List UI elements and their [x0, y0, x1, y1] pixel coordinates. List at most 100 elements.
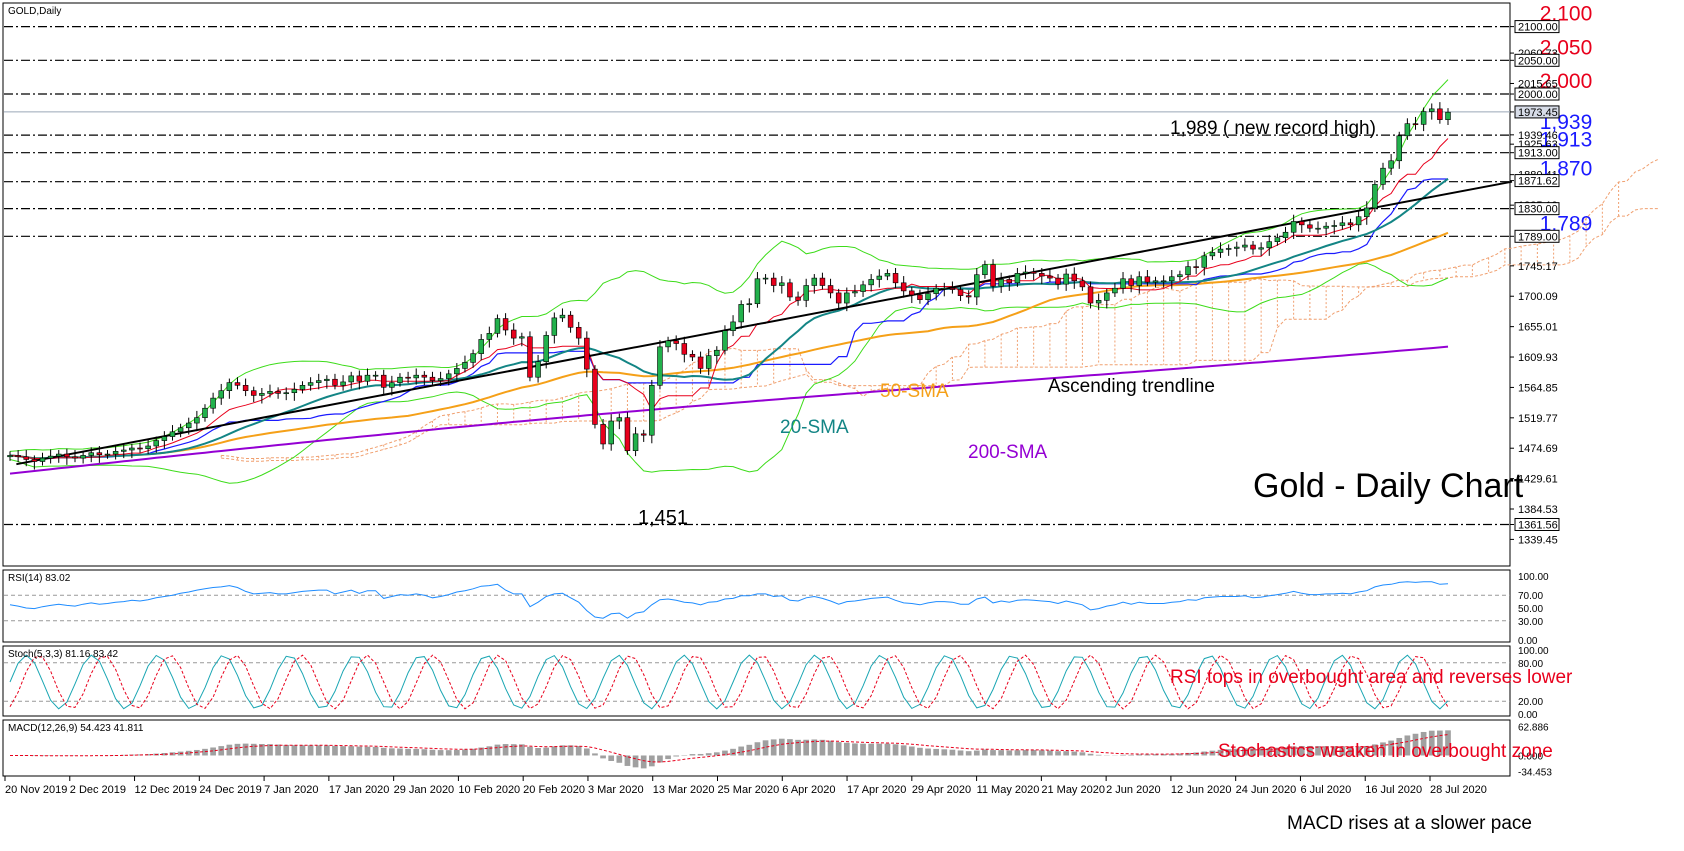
candle-body: [1282, 231, 1289, 238]
candle-body: [1388, 160, 1394, 169]
price-box: [1514, 146, 1560, 160]
macd-label: MACD(12,26,9) 54.423 41.811: [8, 723, 144, 734]
candle-body: [884, 273, 891, 277]
candle-body: [584, 337, 590, 370]
candle-body: [494, 318, 501, 334]
stoch-tick-label: 0.00: [1518, 710, 1538, 721]
price-tick-label: 2100.00: [1518, 22, 1558, 34]
candle-body: [1160, 280, 1167, 283]
candle-body: [746, 303, 753, 306]
candle-body: [844, 292, 850, 304]
candle-body: [933, 287, 939, 294]
candle-body: [1234, 246, 1240, 249]
candle-body: [1274, 237, 1281, 242]
candle-body: [1437, 108, 1443, 120]
candle-body: [1396, 135, 1402, 162]
chart-title: Gold - Daily Chart: [1253, 467, 1524, 505]
price-box: [1514, 229, 1560, 243]
candle-body: [1412, 123, 1419, 125]
candle-body: [234, 382, 241, 386]
sma20-annotation: 20-SMA: [780, 417, 849, 438]
sma50-annotation: 50-SMA: [880, 381, 949, 402]
candle-body: [1120, 278, 1126, 289]
candle-body: [502, 318, 509, 331]
time-tick-label: 2 Jun 2020: [1106, 784, 1160, 796]
candle-body: [673, 340, 679, 344]
candle-body: [510, 329, 517, 339]
price-box: [1514, 105, 1560, 119]
candle-body: [454, 368, 460, 375]
senkou-span-b: [221, 208, 1660, 462]
candle-body: [421, 374, 428, 378]
time-tick-label: 24 Jun 2020: [1236, 784, 1297, 796]
time-tick-label: 12 Dec 2019: [135, 784, 197, 796]
candle-body: [1201, 255, 1208, 268]
macd-signal-line: [10, 734, 1449, 763]
candle-body: [356, 375, 363, 382]
candle-body: [860, 284, 866, 292]
candle-body: [96, 452, 103, 456]
candle-body: [121, 449, 127, 452]
candle-body: [1372, 184, 1378, 209]
candle-body: [1177, 274, 1183, 278]
candle-body: [1355, 216, 1362, 226]
candle-body: [1209, 252, 1216, 257]
candle-body: [965, 295, 972, 298]
price-tick-label: 1361.56: [1518, 519, 1558, 531]
candle-body: [332, 378, 338, 386]
candle-body: [640, 433, 647, 436]
candle-body: [226, 382, 233, 391]
candle-body: [64, 453, 70, 458]
price-tick-label: 1384.53: [1518, 504, 1558, 516]
time-tick-label: 24 Dec 2019: [199, 784, 261, 796]
level-label: 1,913: [1540, 129, 1593, 152]
candle-body: [738, 304, 744, 323]
record-high-annotation: 1,989 ( new record high): [1170, 118, 1376, 139]
candle-body: [15, 455, 21, 458]
candle-body: [827, 285, 834, 294]
time-tick-label: 29 Jan 2020: [394, 784, 455, 796]
candle-body: [998, 279, 1004, 287]
trendline-annotation: Ascending trendline: [1048, 376, 1215, 397]
candle-body: [649, 385, 655, 436]
rsi-tick-label: 0.00: [1518, 636, 1538, 647]
price-tick-label: 2000.00: [1518, 89, 1558, 101]
candle-body: [31, 459, 38, 462]
price-tick-label: 2050.00: [1518, 55, 1558, 67]
candle-body: [1022, 271, 1029, 274]
candle-body: [665, 340, 671, 348]
candle-body: [852, 291, 858, 294]
candle-body: [575, 327, 582, 339]
candlesticks: [7, 102, 1451, 470]
time-tick-label: 21 May 2020: [1041, 784, 1105, 796]
price-tick-label: 2015.65: [1518, 78, 1558, 90]
candle-body: [259, 393, 265, 396]
candle-body: [397, 376, 403, 383]
candle-body: [72, 456, 78, 459]
price-axis: 2100.002060.732050.002015.652000.001973.…: [1510, 20, 1560, 546]
candle-body: [1258, 247, 1264, 250]
price-tick-label: 1871.62: [1518, 176, 1558, 188]
candle-body: [1347, 222, 1354, 226]
candle-body: [754, 278, 761, 305]
rsi-tick-label: 70.00: [1518, 591, 1543, 602]
candle-body: [1014, 273, 1021, 284]
bollinger-lower: [9, 262, 1449, 484]
candle-body: [1144, 276, 1151, 283]
candle-body: [600, 424, 606, 445]
candle-body: [1242, 244, 1248, 248]
price-tick-label: 1429.61: [1518, 474, 1558, 486]
rsi-label: RSI(14) 83.02: [8, 573, 71, 584]
rsi-tick-label: 50.00: [1518, 604, 1543, 615]
candle-body: [535, 361, 541, 378]
rsi-tick-label: 100.00: [1518, 572, 1549, 583]
candle-body: [250, 390, 257, 396]
candle-body: [730, 321, 736, 331]
candle-body: [39, 457, 46, 462]
level-label: 2,050: [1540, 36, 1593, 59]
candle-body: [1266, 241, 1273, 249]
candle-body: [283, 392, 289, 395]
candle-body: [7, 455, 13, 458]
candle-body: [909, 290, 915, 296]
